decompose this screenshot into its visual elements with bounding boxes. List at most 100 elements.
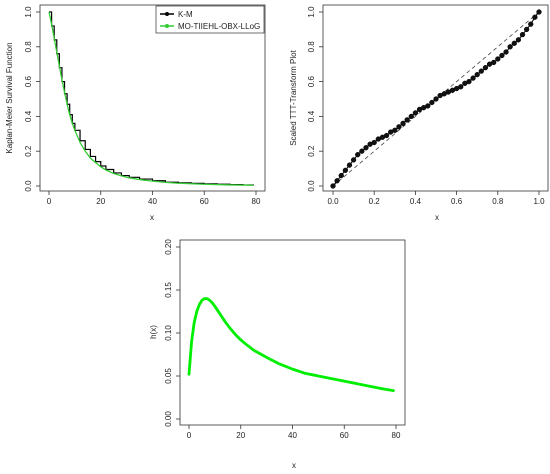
- ttt-point: [355, 152, 361, 158]
- km-legend-km-label: K-M: [178, 10, 193, 19]
- ttt-point: [342, 167, 349, 173]
- ttt-point: [412, 110, 419, 116]
- ttt-point: [371, 139, 377, 146]
- ttt-point: [429, 99, 435, 106]
- ttt-point: [466, 78, 472, 85]
- km-legend-box: [155, 5, 265, 34]
- ttt-point: [346, 162, 353, 168]
- km-x-axis: 0 20 40 60 80: [47, 191, 261, 206]
- hazard-x-tick-label: 40: [288, 431, 297, 440]
- ttt-series-group: [330, 9, 542, 189]
- ttt-x-tick-label: 0.8: [492, 197, 504, 206]
- hazard-x-tick-label: 80: [392, 431, 401, 440]
- ttt-x-tick-label: 0.0: [327, 197, 339, 206]
- ttt-point: [495, 56, 501, 62]
- km-panel: 0 20 40 60 80 0.0 0.2 0.4 0.6 0.8 1.0 x Kaplan-Me…: [5, 4, 266, 222]
- model-survival-line: [48, 11, 254, 186]
- hazard-x-tick-label: 60: [340, 431, 349, 440]
- ttt-point: [491, 59, 497, 66]
- hazard-x-axis: 0 20 40 60 80: [187, 425, 401, 440]
- ttt-point: [515, 37, 522, 43]
- ttt-point: [528, 21, 534, 27]
- km-y-axis: 0.0 0.2 0.4 0.6 0.8 1.0: [24, 6, 40, 192]
- km-y-tick-label: 0.4: [24, 110, 33, 122]
- ttt-y-tick-label: 1.0: [307, 6, 316, 18]
- ttt-point: [334, 178, 340, 184]
- ttt-y-tick-label: 0.8: [307, 41, 316, 53]
- km-y-tick-label: 1.0: [24, 6, 33, 18]
- ttt-point: [359, 148, 365, 154]
- hazard-panel: 0 20 40 60 80 0.00 0.05 0.10 0.15 0.20 x h(x): [149, 239, 406, 470]
- ttt-panel: 0.0 0.2 0.4 0.6 0.8 1.0 0.00.20.40.60.81.0 x …: [289, 4, 549, 222]
- ttt-point: [474, 71, 480, 78]
- ttt-y-tick-label: 0.2: [307, 145, 316, 157]
- ttt-plot-frame: [322, 4, 549, 192]
- ttt-point: [503, 49, 509, 55]
- km-x-tick-label: 20: [96, 197, 105, 206]
- ttt-point: [499, 52, 505, 59]
- ttt-point: [532, 14, 538, 20]
- ttt-y-tick-label: 0.6: [307, 75, 316, 87]
- ttt-x-tick-label: 0.4: [410, 197, 422, 206]
- ttt-x-axis-label: x: [435, 213, 439, 222]
- ttt-x-tick-label: 1.0: [533, 197, 545, 206]
- hazard-y-tick-label: 0.15: [164, 282, 173, 298]
- ttt-point: [433, 96, 439, 102]
- hazard-series-group: [187, 297, 395, 393]
- km-y-axis-label: Kaplan-Meier Survival Function: [5, 42, 14, 153]
- ttt-x-tick-label: 0.2: [369, 197, 381, 206]
- ttt-x-axis: 0.0 0.2 0.4 0.6 0.8 1.0: [327, 191, 545, 206]
- km-legend: K-M MO-TIIEHL-OBX-LLoG: [155, 5, 265, 34]
- hazard-y-tick-label: 0.00: [164, 411, 173, 427]
- km-y-tick-label: 0.2: [24, 145, 33, 157]
- ttt-point: [511, 40, 517, 46]
- km-step-line: [49, 11, 255, 186]
- km-series-group: [48, 11, 255, 186]
- ttt-point: [425, 103, 431, 109]
- hazard-curve: [187, 297, 395, 393]
- km-y-tick-label: 0.0: [24, 180, 33, 192]
- ttt-point: [458, 84, 464, 90]
- ttt-point: [400, 120, 406, 127]
- km-y-tick-label: 0.8: [24, 41, 33, 53]
- ttt-point: [396, 124, 402, 130]
- ttt-y-axis-label: Scaled TTT-Transform Plot: [289, 49, 298, 145]
- km-x-axis-label: x: [150, 213, 154, 222]
- km-x-tick-label: 0: [47, 197, 52, 206]
- ttt-point: [392, 127, 398, 133]
- ttt-point: [470, 75, 476, 81]
- ttt-y-tick-label: 0.4: [307, 110, 316, 122]
- hazard-x-axis-label: x: [292, 461, 296, 470]
- hazard-y-tick-label: 0.05: [164, 368, 173, 384]
- hazard-y-tick-label: 0.20: [164, 239, 173, 255]
- ttt-point: [536, 9, 542, 15]
- km-x-tick-label: 40: [148, 197, 157, 206]
- hazard-plot-frame: [179, 239, 406, 426]
- ttt-point: [507, 44, 513, 50]
- km-legend-km-marker: [165, 12, 169, 16]
- km-legend-model-marker: [165, 24, 169, 28]
- ttt-point: [523, 26, 530, 33]
- ttt-y-axis: 0.0 0.2 0.4 0.6 0.8 1.0: [307, 6, 323, 192]
- ttt-point: [408, 113, 414, 120]
- hazard-y-axis: 0.00 0.05 0.10 0.15 0.20: [164, 239, 180, 427]
- hazard-x-tick-label: 20: [236, 431, 245, 440]
- hazard-x-tick-label: 0: [187, 431, 192, 440]
- ttt-point: [383, 132, 390, 139]
- ttt-x-tick-label: 0.6: [451, 197, 463, 206]
- ttt-point: [478, 68, 484, 74]
- hazard-y-tick-label: 0.10: [164, 325, 173, 341]
- km-x-tick-label: 80: [252, 197, 261, 206]
- hazard-y-axis-label: h(x): [149, 325, 158, 339]
- ttt-point: [330, 183, 336, 189]
- ttt-point: [350, 157, 357, 163]
- ttt-point: [482, 65, 489, 71]
- ttt-point: [519, 31, 526, 38]
- km-legend-model-label: MO-TIIEHL-OBX-LLoG: [178, 22, 260, 31]
- ttt-point: [404, 117, 410, 123]
- km-x-tick-label: 60: [200, 197, 209, 206]
- ttt-point: [363, 145, 369, 151]
- km-y-tick-label: 0.6: [24, 75, 33, 87]
- ttt-y-tick-label: 0.0: [307, 180, 316, 192]
